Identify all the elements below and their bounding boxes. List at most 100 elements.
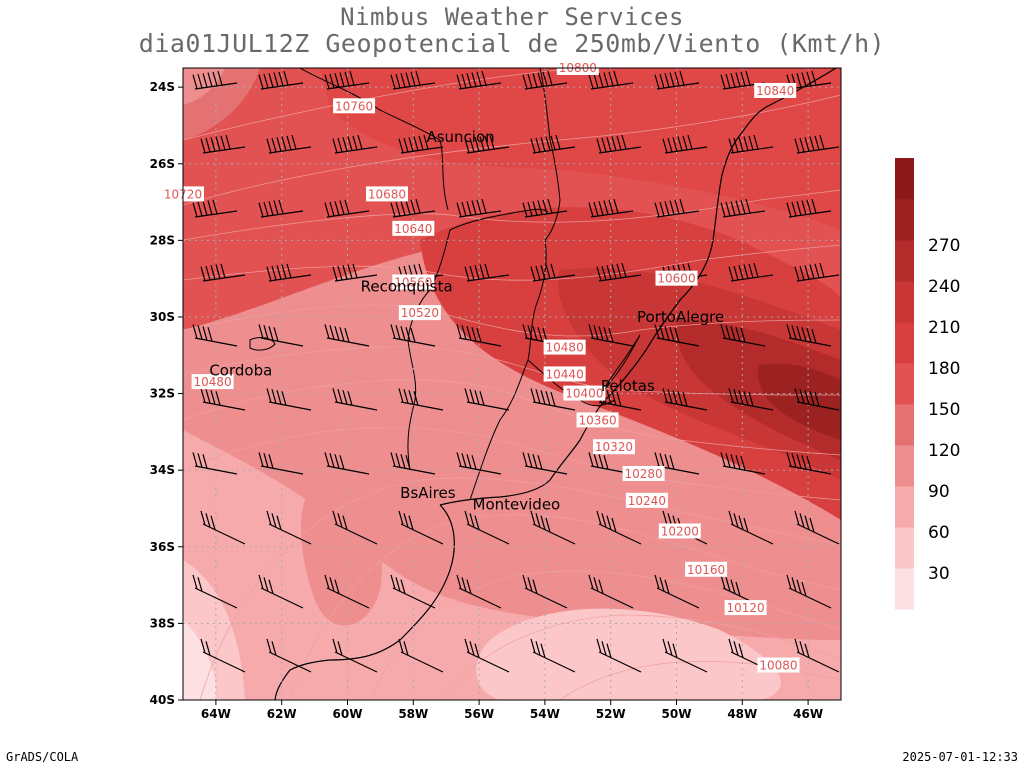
wind-barb <box>596 134 642 154</box>
svg-text:10760: 10760 <box>335 99 373 113</box>
svg-text:10480: 10480 <box>546 341 584 355</box>
lon-tick-label: 52W <box>596 707 626 721</box>
contour-label: 10360 <box>576 412 619 428</box>
contour-label: 10480 <box>543 339 586 355</box>
wind-barb <box>258 70 304 90</box>
wind-barb <box>456 70 502 90</box>
axes: 24S 26S 28S 30S 32S 34S 36S 38S 40S 64W 62W 60W 58W 5… <box>150 80 823 721</box>
wind-barb <box>596 510 642 545</box>
wind-barb <box>332 134 378 154</box>
wind-barb <box>794 262 840 282</box>
city-label: PortoAlegre <box>637 308 724 326</box>
wind-barb <box>720 324 766 347</box>
wind-barb <box>786 70 832 90</box>
colorbar-label: 120 <box>928 441 960 461</box>
wind-barb <box>200 388 246 411</box>
contour-label: 10080 <box>757 657 800 673</box>
wind-barb <box>588 324 634 347</box>
wind-barb <box>786 452 832 475</box>
wind-barb <box>654 70 700 90</box>
colorbar-swatch <box>895 568 914 610</box>
lon-tick-label: 56W <box>464 707 494 721</box>
wind-barb <box>464 638 510 673</box>
wind-barb <box>192 574 238 609</box>
contour-label: 10600 <box>655 270 698 286</box>
wind-barb <box>588 574 634 609</box>
svg-text:10240: 10240 <box>628 494 666 508</box>
wind-barb <box>266 510 312 545</box>
lon-tick-label: 46W <box>793 707 823 721</box>
colorbar-label: 60 <box>928 523 950 543</box>
wind-barb <box>200 638 246 673</box>
wind-barb <box>324 199 370 218</box>
colorbar-label: 150 <box>928 400 960 420</box>
wind-barb <box>728 388 774 411</box>
wind-barb <box>596 262 642 282</box>
lon-tick-label: 60W <box>333 707 363 721</box>
colorbar-swatch <box>895 404 914 446</box>
wind-barb <box>200 510 246 545</box>
city-label: BsAires <box>400 484 456 502</box>
wind-barb <box>390 324 436 347</box>
svg-text:10200: 10200 <box>661 524 699 538</box>
wind-barb <box>530 388 576 411</box>
city-label: Asuncion <box>426 128 494 146</box>
wind-barb <box>786 324 832 347</box>
city-label: Pelotas <box>601 377 655 395</box>
contour-label: 10120 <box>724 600 767 616</box>
wind-barb <box>390 574 436 609</box>
colorbar-swatch <box>895 281 914 323</box>
wind-barb <box>258 199 304 218</box>
wind-barb <box>794 638 840 673</box>
wind-barb <box>720 198 766 218</box>
wind-barb <box>266 263 312 282</box>
contour-label: 10320 <box>592 439 635 455</box>
svg-text:10680: 10680 <box>368 187 406 201</box>
wind-barb <box>728 134 774 154</box>
wind-barb <box>464 510 510 545</box>
wind-barb <box>258 574 304 609</box>
colorbar-swatch <box>895 486 914 528</box>
lon-tick-label: 64W <box>201 707 231 721</box>
colorbar-swatch <box>895 322 914 364</box>
wind-barb <box>332 510 378 545</box>
contour-label: 10760 <box>333 98 376 114</box>
wind-barb <box>332 388 378 411</box>
wind-barb <box>522 574 568 609</box>
city-label: Montevideo <box>473 496 561 514</box>
wind-barb <box>258 324 304 347</box>
wind-barb <box>332 638 378 673</box>
colorbar-swatch <box>895 240 914 282</box>
wind-barb <box>332 263 378 282</box>
wind-barb <box>728 510 774 545</box>
svg-text:10840: 10840 <box>756 84 794 98</box>
svg-text:10160: 10160 <box>687 563 725 577</box>
wind-barb <box>522 70 568 90</box>
lat-tick-label: 40S <box>150 693 175 707</box>
contour-label: 10640 <box>392 220 435 236</box>
svg-text:10480: 10480 <box>194 375 232 389</box>
wind-barb <box>522 452 568 475</box>
lat-tick-label: 24S <box>150 80 175 94</box>
svg-text:10440: 10440 <box>546 367 584 381</box>
plot-frame <box>182 67 842 701</box>
wind-barb <box>192 324 238 347</box>
contour-label: 10200 <box>658 523 701 539</box>
contour-label: 10680 <box>365 186 408 202</box>
wind-barb <box>398 388 444 411</box>
contour-label: 10400 <box>563 385 606 401</box>
svg-text:10280: 10280 <box>625 467 663 481</box>
wind-barb <box>794 510 840 545</box>
wind-barb <box>720 452 766 475</box>
wind-barb <box>728 262 774 282</box>
wind-barb <box>192 70 238 90</box>
wind-barb <box>588 70 634 90</box>
colorbar-label: 240 <box>928 277 960 297</box>
wind-barb <box>390 70 436 90</box>
wind-barb <box>398 134 444 154</box>
wind-barb <box>390 452 436 475</box>
city-label: Cordoba <box>209 362 272 380</box>
footer-timestamp: 2025-07-01-12:33 <box>902 750 1018 764</box>
wind-barb <box>720 70 766 90</box>
wind-barb <box>266 388 312 411</box>
